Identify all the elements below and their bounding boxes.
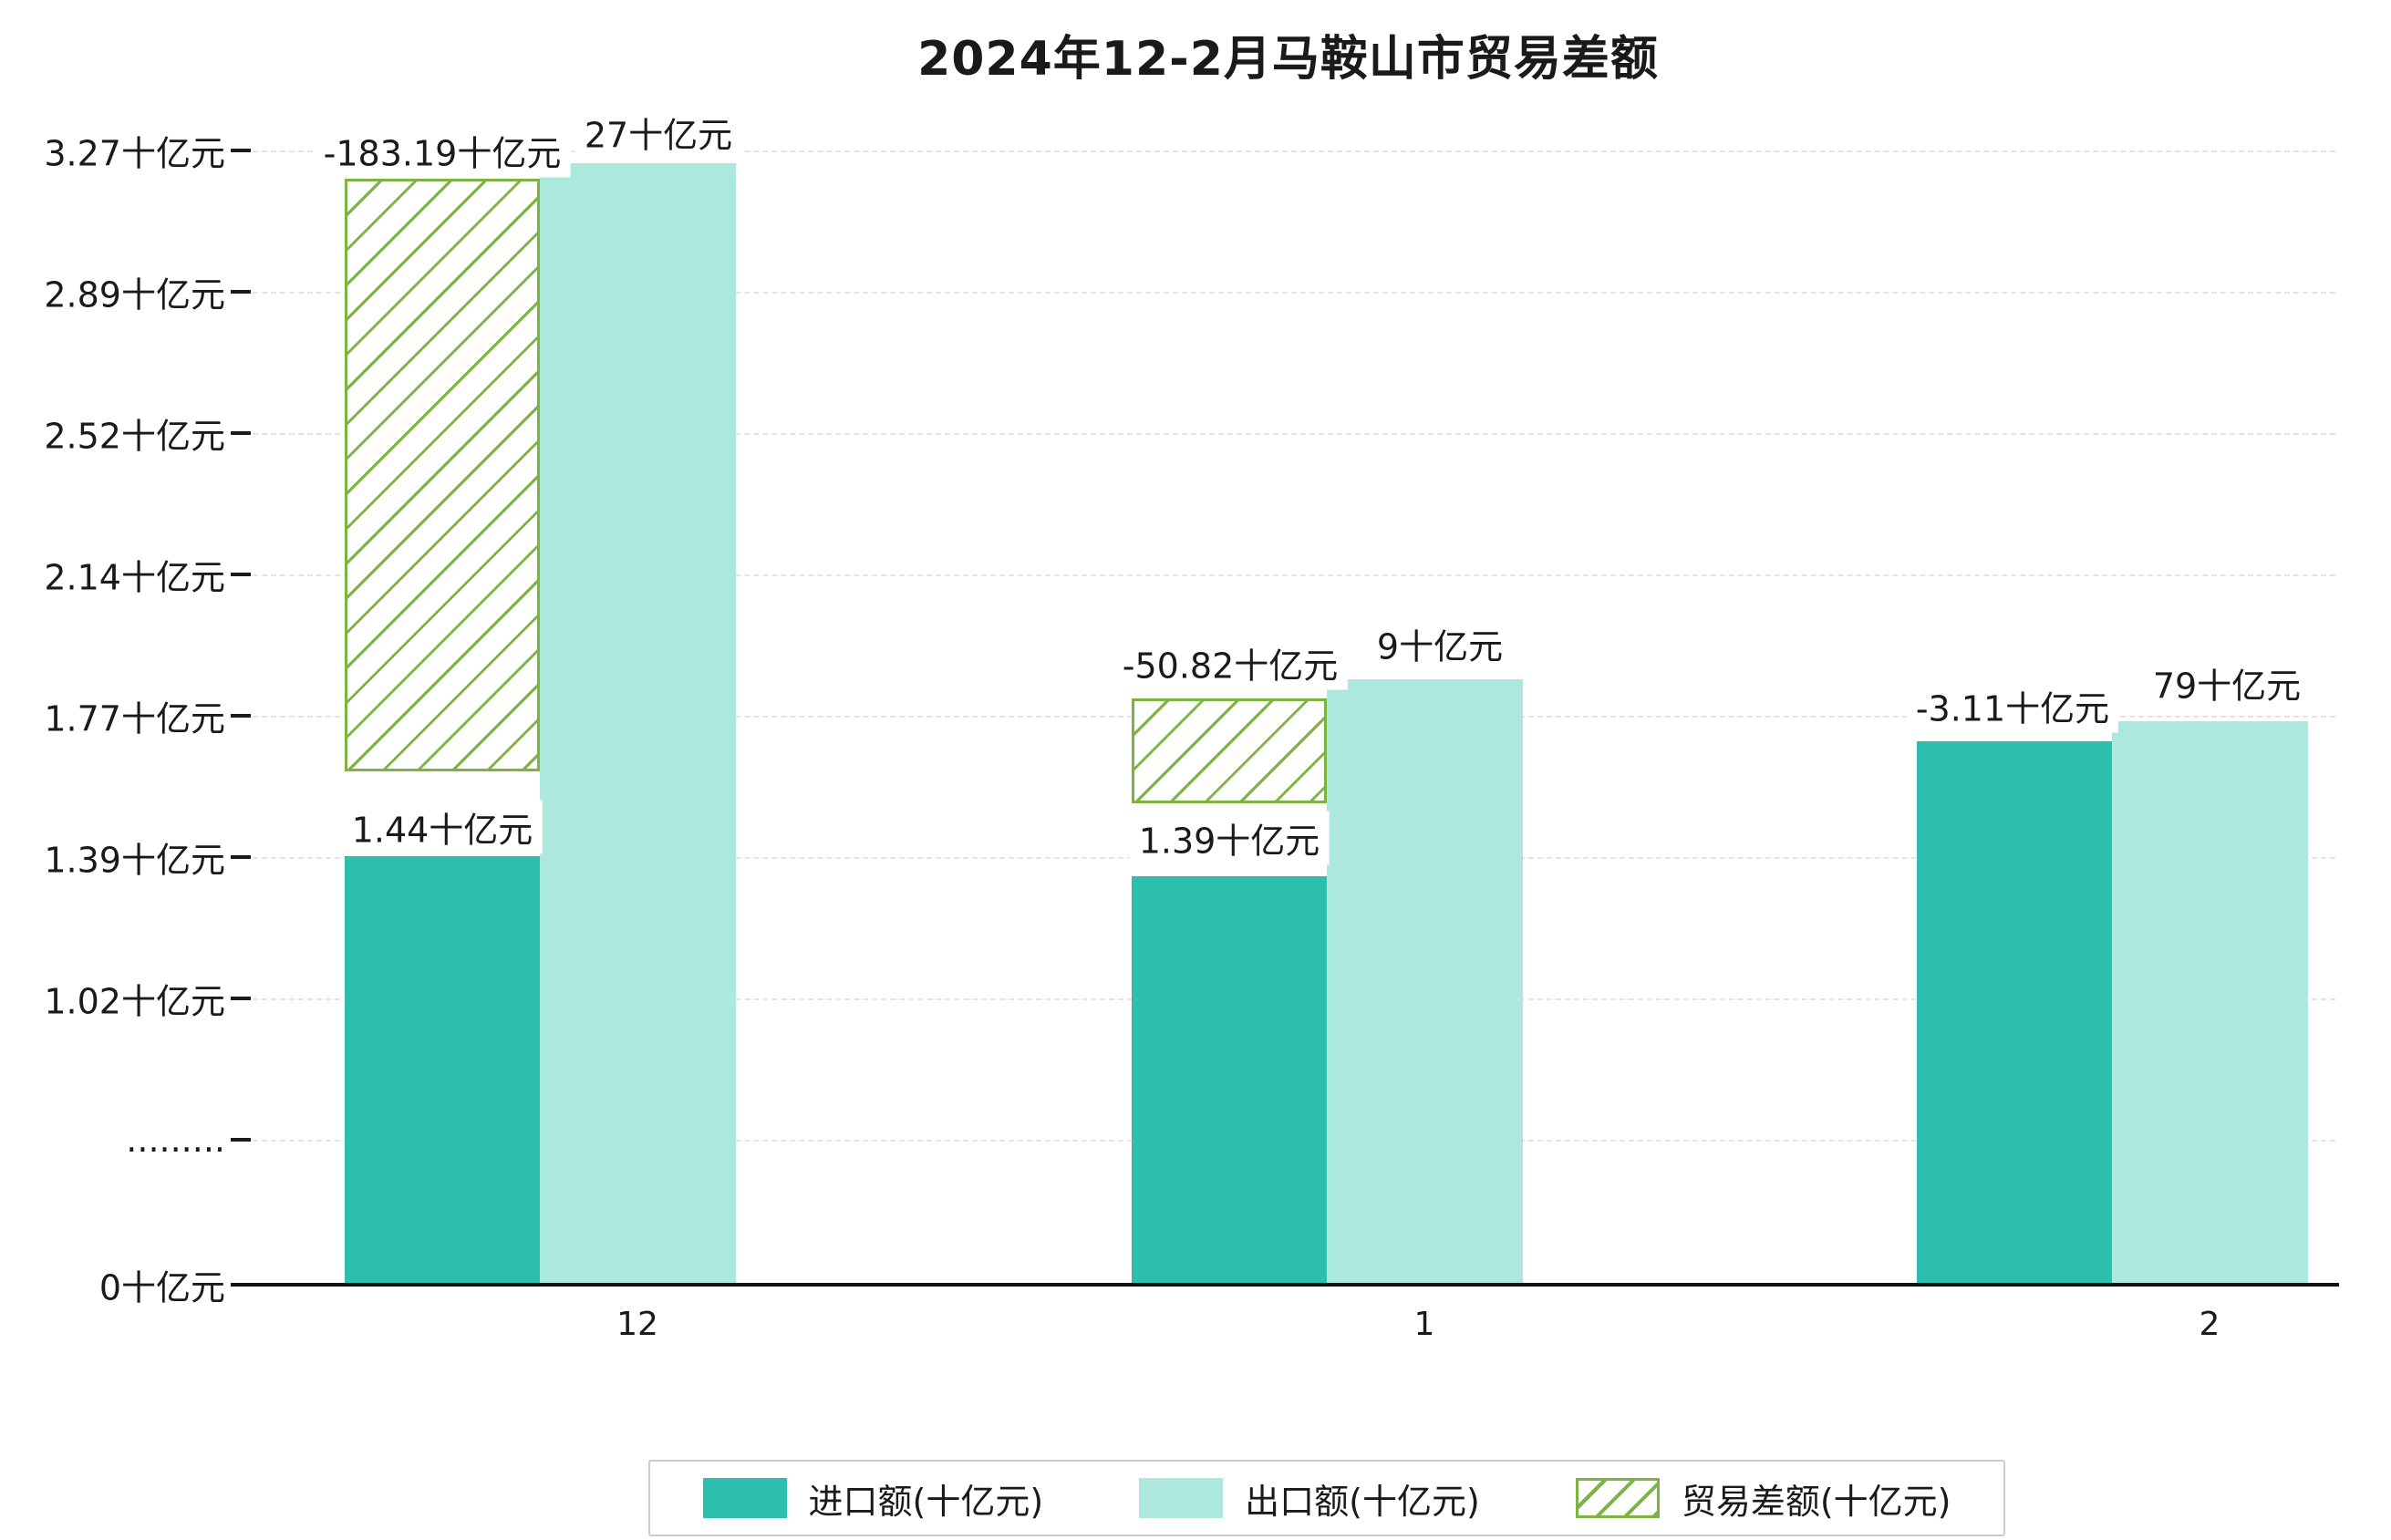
bar-export-month1: [1327, 679, 1523, 1285]
bar-balance-month1: [1132, 698, 1327, 803]
y-tick-label-axis-break: .........: [126, 1120, 225, 1160]
y-tick-mark: [231, 1138, 251, 1142]
y-tick-label: 1.77十亿元: [44, 698, 225, 739]
bar-import-month12: [345, 856, 540, 1285]
y-tick-label: 1.39十亿元: [44, 840, 225, 881]
y-tick-label: 0十亿元: [98, 1267, 225, 1308]
legend-swatch-import: [702, 1478, 787, 1518]
bar-label-balance-month12: -183.19十亿元: [314, 123, 571, 178]
bar-label-balance-month1: -50.82十亿元: [1113, 636, 1348, 690]
y-tick-label: 2.14十亿元: [44, 557, 225, 598]
bar-label-import-month12: 1.44十亿元: [342, 800, 543, 854]
y-tick-mark: [231, 573, 251, 576]
y-tick-label: 2.52十亿元: [44, 416, 225, 457]
y-tick-mark: [231, 855, 251, 859]
chart-title: 2024年12-2月马鞍山市贸易差额: [917, 32, 1659, 87]
y-tick-mark: [231, 997, 251, 1000]
gridline: [253, 150, 2335, 152]
bar-export-month2: [2112, 721, 2308, 1285]
gridline: [253, 292, 2335, 294]
legend-item-export: 出口额(十亿元): [1139, 1473, 1480, 1524]
y-tick-label: 2.89十亿元: [44, 274, 225, 315]
bar-import-month1: [1132, 876, 1327, 1285]
legend-swatch-export: [1139, 1478, 1224, 1518]
y-tick-mark: [231, 714, 251, 718]
x-tick-label-month12: 12: [616, 1306, 658, 1343]
bar-balance-month12: [345, 179, 540, 771]
legend-label-balance: 贸易差额(十亿元): [1681, 1481, 1951, 1522]
x-tick-label-month1: 1: [1413, 1306, 1435, 1343]
bar-label-balance-month2: -3.11十亿元: [1906, 678, 2119, 733]
x-axis-line: [231, 1283, 2339, 1287]
bar-label-export-month1: 9十亿元: [1367, 616, 1513, 671]
bar-export-month12: [540, 163, 736, 1285]
legend-box: 进口额(十亿元) 出口额(十亿元) 贸易差额(十亿元): [648, 1460, 2005, 1536]
bar-label-import-month1: 1.39十亿元: [1129, 811, 1330, 865]
legend-label-import: 进口额(十亿元): [808, 1481, 1044, 1522]
y-tick-mark: [231, 149, 251, 152]
x-tick-label-month2: 2: [2199, 1306, 2220, 1343]
gridline: [253, 433, 2335, 435]
legend-label-export: 出口额(十亿元): [1245, 1481, 1480, 1522]
y-tick-mark: [231, 290, 251, 294]
y-tick-label: 3.27十亿元: [44, 133, 225, 174]
bar-label-export-month2: 79十亿元: [2143, 656, 2311, 710]
legend-item-balance: 贸易差额(十亿元): [1575, 1473, 1951, 1524]
legend-item-import: 进口额(十亿元): [702, 1473, 1044, 1524]
gridline: [253, 574, 2335, 576]
legend-swatch-balance: [1575, 1478, 1660, 1518]
y-tick-label: 1.02十亿元: [44, 981, 225, 1022]
y-tick-mark: [231, 431, 251, 435]
bar-label-export-month12: 27十亿元: [574, 105, 742, 160]
bar-import-month2: [1917, 741, 2112, 1285]
